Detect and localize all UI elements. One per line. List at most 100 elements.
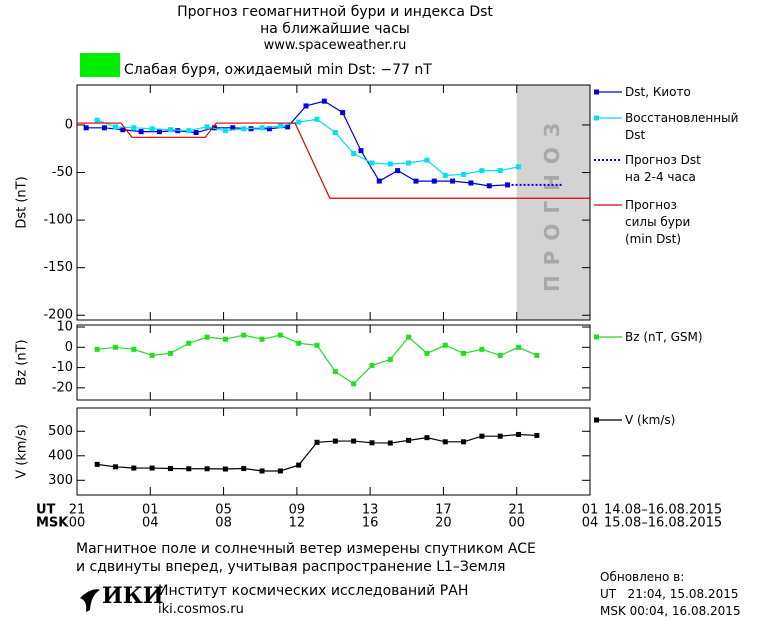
point xyxy=(112,344,118,350)
point xyxy=(431,178,437,184)
point xyxy=(406,437,412,443)
updated-ut: UT 21:04, 15.08.2015 xyxy=(600,587,739,601)
point xyxy=(138,129,144,135)
y-tick-label: -10 xyxy=(52,360,73,375)
point xyxy=(259,125,265,131)
point xyxy=(442,439,448,445)
point xyxy=(406,160,412,166)
point xyxy=(204,466,210,472)
point xyxy=(461,439,467,445)
x-tick-label: 00 xyxy=(508,516,525,531)
point xyxy=(277,332,283,338)
y-tick-label: -150 xyxy=(43,260,73,275)
x-tick-label: 08 xyxy=(215,516,232,531)
point xyxy=(516,164,522,170)
point xyxy=(450,178,456,184)
series-line xyxy=(86,100,508,187)
y-tick-label: 0 xyxy=(65,117,73,132)
point xyxy=(424,157,430,163)
point xyxy=(186,466,192,472)
legend-label: Bz (nT, GSM) xyxy=(625,330,703,344)
point xyxy=(259,336,265,342)
point xyxy=(387,440,393,446)
point xyxy=(516,344,522,350)
point xyxy=(222,336,228,342)
x-tick-label: 21 xyxy=(508,503,525,518)
x-tick-label: 00 xyxy=(69,516,86,531)
point xyxy=(424,435,430,441)
y-tick-label: 300 xyxy=(48,473,73,488)
legend-label: V (km/s) xyxy=(625,413,676,427)
x-tick-label: 09 xyxy=(289,503,306,518)
point xyxy=(332,369,338,375)
updated-label: Обновлено в: xyxy=(600,570,685,584)
point xyxy=(479,168,485,174)
point xyxy=(387,356,393,362)
point xyxy=(149,126,155,132)
x-tick-label: 21 xyxy=(69,503,86,518)
series-line xyxy=(97,334,538,385)
y-tick-label: 0 xyxy=(65,340,73,355)
url: www.spaceweather.ru xyxy=(263,38,407,53)
x-tick-label: 20 xyxy=(435,516,452,531)
point xyxy=(461,171,467,177)
legend-label: Восстановленный Dst xyxy=(625,111,739,142)
point xyxy=(222,466,228,472)
legend-marker xyxy=(594,115,599,121)
legend-marker xyxy=(594,89,599,95)
point xyxy=(351,151,357,157)
x-tick-label: 05 xyxy=(215,503,232,518)
point xyxy=(186,340,192,346)
y-tick-label: -200 xyxy=(43,308,73,323)
y-axis-title: Bz (nT) xyxy=(15,339,30,385)
plot-frame xyxy=(76,407,591,496)
point xyxy=(332,130,338,136)
point xyxy=(241,332,247,338)
x-tick-label: 01 xyxy=(582,503,599,518)
x-tick-label: 17 xyxy=(435,503,452,518)
x-range: 14.08–16.08.2015 xyxy=(604,503,722,518)
point xyxy=(296,340,302,346)
point xyxy=(230,125,236,131)
point xyxy=(193,130,199,136)
point xyxy=(442,342,448,348)
legend-label: Прогноз силы бури (min Dst) xyxy=(625,198,691,246)
point xyxy=(376,178,382,184)
point xyxy=(277,123,283,129)
x-tick-label: 04 xyxy=(582,516,599,531)
point xyxy=(479,433,485,439)
y-tick-label: 500 xyxy=(48,424,73,439)
legend-marker xyxy=(594,417,599,423)
point xyxy=(186,128,192,134)
point xyxy=(534,432,540,438)
point xyxy=(149,465,155,471)
point xyxy=(156,129,162,135)
point xyxy=(131,346,137,352)
forecast-label: ПРОГНОЗ xyxy=(540,113,564,292)
y-tick-label: 10 xyxy=(56,320,73,335)
point xyxy=(406,334,412,340)
point xyxy=(149,352,155,358)
x-tick-label: 04 xyxy=(142,516,159,531)
y-tick-label: 400 xyxy=(48,448,73,463)
point xyxy=(358,148,364,154)
series-line xyxy=(96,118,519,176)
title-line: на ближайшие часы xyxy=(260,21,410,37)
x-tick-label: 12 xyxy=(289,516,306,531)
point xyxy=(442,172,448,178)
point xyxy=(241,126,247,132)
point xyxy=(296,119,302,125)
point xyxy=(112,464,118,470)
point xyxy=(486,183,492,189)
x-range: 15.08–16.08.2015 xyxy=(604,516,722,531)
point xyxy=(468,180,474,186)
point xyxy=(167,466,173,472)
status-text: Слабая буря, ожидаемый min Dst: −77 nT xyxy=(124,62,432,78)
x-axis-title: MSK xyxy=(36,516,69,531)
point xyxy=(167,350,173,356)
institute: Институт космических исследований РАН xyxy=(158,583,469,599)
y-tick-label: -100 xyxy=(43,213,73,228)
point xyxy=(340,110,346,116)
point xyxy=(204,124,210,130)
